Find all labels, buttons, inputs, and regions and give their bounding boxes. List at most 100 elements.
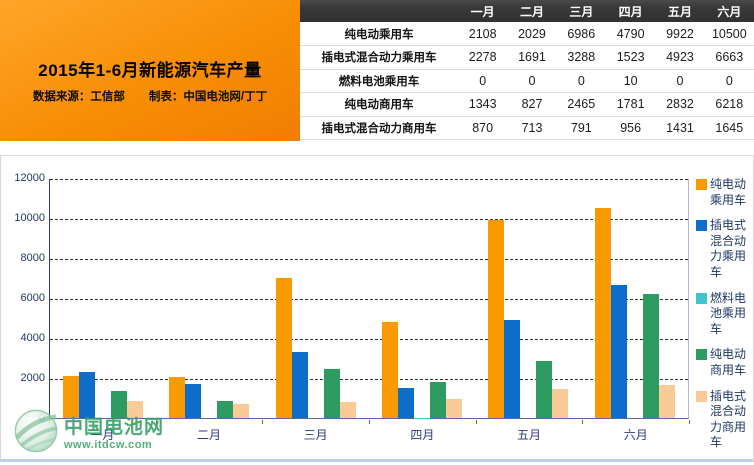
value-cell: 1691 [518, 50, 546, 65]
x-category-label: 五月 [517, 428, 542, 442]
legend-item: 燃料电池乘用车 [696, 291, 753, 338]
legend-label: 纯电动商用车 [710, 347, 747, 377]
bar [169, 377, 186, 418]
chart-legend: 纯电动乘用车插电式混合动力乘用车燃料电池乘用车纯电动商用车插电式混合动力商用车 [696, 177, 753, 451]
y-tick-label: 2000 [20, 372, 45, 384]
x-tick [582, 420, 584, 424]
value-cell: 4923 [666, 50, 694, 65]
watermark-site-name: 中国电池网 [64, 416, 165, 438]
bar [233, 403, 250, 418]
bar-groups [50, 179, 688, 418]
value-cell: 1645 [715, 120, 744, 135]
x-category-label: 三月 [303, 428, 328, 442]
x-tick [262, 420, 264, 424]
y-tick-label: 6000 [20, 292, 45, 304]
value-cell: 0 [528, 73, 536, 88]
value-cell: 827 [521, 97, 543, 112]
table-corner-cell [300, 0, 458, 22]
bar [63, 375, 80, 418]
row-label: 纯电动商用车 [344, 99, 414, 112]
legend-item: 插电式混合动力商用车 [696, 389, 753, 451]
legend-swatch [696, 349, 707, 361]
value-cell: 713 [521, 120, 543, 135]
value-cell: 2465 [567, 97, 596, 112]
plot-area [49, 179, 689, 419]
x-category-label: 二月 [197, 428, 222, 442]
value-cell: 1431 [666, 120, 694, 135]
header-panel: 2015年1-6月新能源汽车产量 数据来源：工信部 制表：中国电池网/丁丁 [0, 0, 300, 141]
legend-item: 插电式混合动力乘用车 [696, 218, 753, 280]
bar [658, 385, 675, 418]
legend-label: 纯电动乘用车 [710, 177, 747, 207]
legend-item: 纯电动商用车 [696, 347, 753, 378]
table-row: 燃料电池乘用车 0 0 0 10 0 0 [300, 69, 754, 93]
bar-group [475, 179, 581, 418]
x-category-label: 四月 [410, 428, 435, 442]
bar [446, 398, 463, 418]
bar-group [263, 179, 369, 418]
bar-group [50, 179, 156, 418]
y-tick-label: 12000 [14, 172, 45, 184]
bar [488, 219, 505, 418]
bar [594, 208, 611, 418]
legend-swatch [696, 390, 707, 402]
gridline [50, 339, 688, 340]
gridline [50, 259, 688, 260]
y-tick-label: 4000 [20, 332, 45, 344]
value-cell: 4790 [616, 26, 645, 41]
value-cell: 0 [479, 73, 487, 88]
value-cell: 791 [570, 120, 592, 135]
value-cell: 9922 [666, 26, 694, 41]
data-source-label: 数据来源：工信部 [32, 90, 125, 103]
row-label: 插电式混合动力商用车 [321, 122, 437, 135]
value-cell: 870 [472, 120, 494, 135]
x-tick [369, 420, 370, 424]
x-category-label: 一月 [90, 428, 115, 442]
bar [185, 384, 202, 418]
bar [275, 278, 292, 418]
value-cell: 2832 [666, 97, 694, 112]
column-header: 六月 [704, 0, 754, 22]
legend-label: 插电式混合动力乘用车 [710, 218, 747, 279]
bar [217, 401, 234, 418]
bar-group [369, 179, 475, 418]
table-row: 插电式混合动力乘用车 2278 1691 3288 1523 4923 6663 [300, 45, 754, 69]
watermark-site-url: www.itdcw.com [64, 438, 153, 451]
page-title: 2015年1-6月新能源汽车产量 [38, 60, 262, 80]
column-header: 二月 [507, 0, 557, 22]
x-tick [689, 420, 690, 424]
bar [127, 400, 144, 418]
credit-label: 制表：中国电池网/丁丁 [148, 90, 268, 103]
value-cell: 10 [623, 73, 638, 88]
value-cell: 1343 [468, 97, 497, 112]
chart-panel: 020004000600080001000012000 一月二月三月四月五月六月… [0, 155, 754, 462]
value-cell: 1523 [616, 50, 645, 65]
bar [610, 284, 627, 418]
value-cell: 2108 [468, 26, 497, 41]
legend-item: 纯电动乘用车 [696, 177, 753, 208]
bar [111, 391, 128, 418]
value-cell: 6663 [715, 50, 744, 65]
table-header: 一月 二月 三月 四月 五月 六月 [300, 0, 754, 22]
legend-label: 插电式混合动力商用车 [710, 388, 747, 450]
legend-label: 燃料电池乘用车 [710, 290, 747, 336]
y-tick-label: 10000 [14, 212, 45, 224]
value-cell: 1781 [616, 97, 645, 112]
value-cell: 2029 [518, 26, 546, 41]
watermark-text: 中国电池网 www.itdcw.com [64, 412, 164, 451]
table-body: 纯电动乘用车 2108 2029 6986 4790 9922 10500 插电式混合动力乘用… [300, 22, 754, 140]
legend-swatch [696, 292, 707, 304]
value-cell: 2278 [468, 50, 497, 65]
production-table: 一月 二月 三月 四月 五月 六月 纯电动乘用车 2108 2029 6986 4790 9922 1… [300, 0, 754, 140]
value-cell: 0 [725, 73, 733, 88]
bar [79, 372, 96, 418]
table-header-row: 一月 二月 三月 四月 五月 六月 [300, 0, 754, 22]
column-header: 三月 [556, 0, 606, 22]
bar [552, 389, 569, 418]
table-row: 纯电动乘用车 2108 2029 6986 4790 9922 10500 [300, 22, 754, 46]
gridline [50, 299, 688, 300]
value-cell: 10500 [711, 26, 747, 41]
legend-swatch [696, 179, 707, 190]
bar-group [156, 179, 262, 418]
bar-group [582, 179, 688, 418]
